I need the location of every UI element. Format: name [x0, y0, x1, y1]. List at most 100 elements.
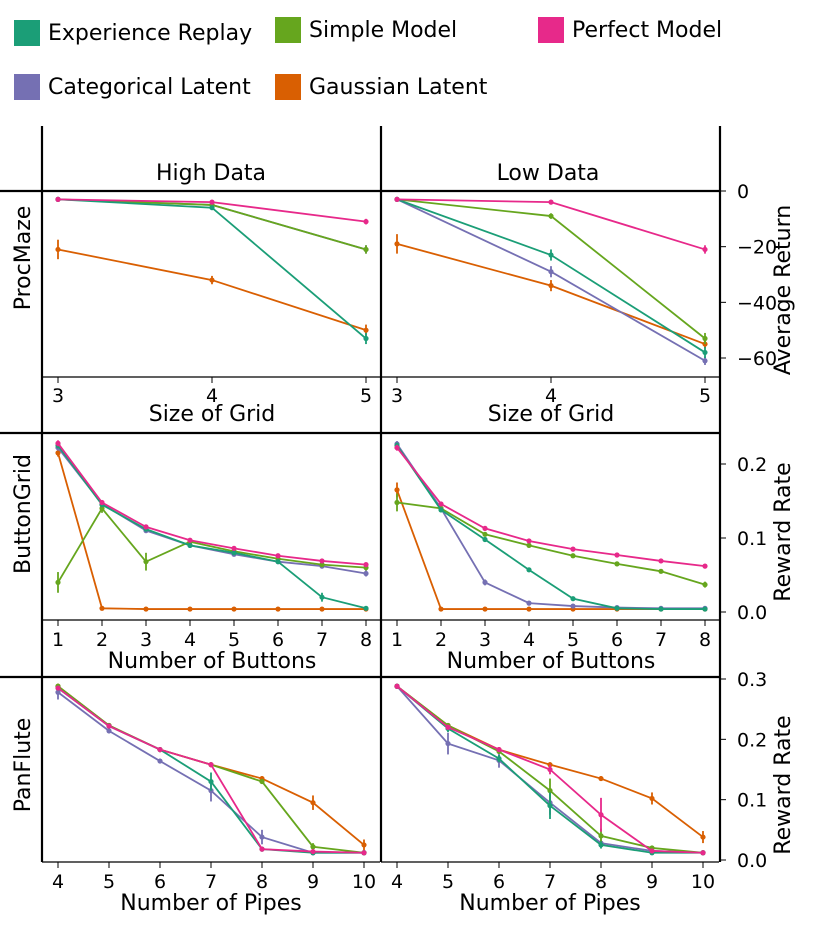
data-point-panflute-high-perfect-model-6	[361, 850, 367, 856]
legend-swatch-simple-model	[275, 17, 301, 43]
data-point-buttongrid-low-simple-model-0	[394, 499, 400, 506]
data-point-buttongrid-high-gaussian-latent-2	[143, 606, 149, 612]
data-point-buttongrid-low-gaussian-latent-2	[482, 606, 488, 612]
data-point-buttongrid-low-perfect-model-4	[570, 546, 576, 552]
data-point-panflute-high-perfect-model-2	[157, 746, 163, 753]
series-line-panflute-high-simple-model	[57, 685, 365, 854]
series-panflute-high-simple-model	[55, 683, 367, 856]
data-point-panflute-high-categorical-latent-3	[208, 788, 214, 794]
data-point-procmaze-high-perfect-model-2	[363, 219, 369, 225]
data-point-procmaze-low-gaussian-latent-1	[548, 283, 554, 289]
data-point-buttongrid-low-categorical-latent-3	[526, 600, 532, 606]
series-line-procmaze-low-categorical-latent	[396, 198, 706, 362]
data-point-procmaze-high-gaussian-latent-0	[55, 246, 61, 253]
series-line-panflute-high-perfect-model	[57, 687, 365, 854]
data-point-procmaze-high-experience-replay-2	[363, 335, 369, 342]
data-point-buttongrid-high-experience-replay-6	[319, 594, 325, 600]
data-point-panflute-low-perfect-model-1	[445, 724, 451, 730]
series-procmaze-high-perfect-model	[55, 196, 369, 225]
row-label-panflute: PanFlute	[11, 718, 36, 813]
series-panflute-high-experience-replay	[55, 685, 367, 856]
data-point-panflute-low-perfect-model-3	[547, 766, 553, 773]
y-tick-label-panflute-low-0-2: 0.2	[737, 729, 767, 751]
data-point-buttongrid-low-perfect-model-0	[394, 445, 400, 451]
data-point-buttongrid-low-perfect-model-3	[526, 538, 532, 544]
x-tick-label-panflute-high-5: 5	[103, 871, 115, 893]
data-point-procmaze-low-perfect-model-1	[548, 199, 554, 205]
x-tick-label-buttongrid-low-4: 4	[523, 629, 535, 651]
data-point-buttongrid-high-simple-model-6	[319, 562, 325, 568]
data-point-buttongrid-low-categorical-latent-2	[482, 579, 488, 586]
series-procmaze-high-gaussian-latent	[55, 239, 369, 336]
data-point-buttongrid-high-experience-replay-3	[187, 542, 193, 549]
data-point-panflute-high-categorical-latent-0	[55, 689, 61, 695]
data-point-buttongrid-low-simple-model-2	[482, 531, 488, 537]
data-point-panflute-high-perfect-model-0	[55, 685, 61, 691]
y-tick-label-buttongrid-low-0-2: 0.2	[737, 454, 767, 476]
data-point-procmaze-high-perfect-model-0	[55, 196, 61, 202]
x-tick-label-procmaze-high-3: 3	[52, 385, 64, 407]
data-point-buttongrid-low-perfect-model-5	[614, 552, 620, 558]
data-point-buttongrid-high-gaussian-latent-0	[55, 450, 61, 456]
data-point-buttongrid-low-gaussian-latent-1	[438, 606, 444, 612]
legend-label-gaussian-latent: Gaussian Latent	[309, 75, 488, 100]
data-point-buttongrid-high-gaussian-latent-4	[231, 606, 237, 612]
series-line-procmaze-low-perfect-model	[396, 198, 706, 251]
data-point-buttongrid-high-simple-model-1	[99, 505, 105, 511]
series-line-procmaze-high-experience-replay	[57, 198, 367, 340]
series-buttongrid-high-gaussian-latent	[55, 449, 369, 612]
legend-label-perfect-model: Perfect Model	[572, 18, 722, 43]
data-point-buttongrid-low-simple-model-3	[526, 542, 532, 549]
x-tick-label-procmaze-low-4: 4	[545, 385, 557, 407]
panel-buttongrid-low: 1 2 3 4 5 6 7 8 Number of Buttons 0.0 0.1 0.2	[381, 441, 767, 674]
series-line-buttongrid-high-simple-model	[57, 506, 367, 583]
data-point-panflute-high-categorical-latent-2	[157, 758, 163, 764]
data-point-buttongrid-low-simple-model-5	[614, 561, 620, 567]
y-tick-label-procmaze-low-40: −40	[737, 292, 777, 314]
column-title-low-data: Low Data	[497, 161, 600, 186]
row-label-procmaze: ProcMaze	[11, 206, 36, 311]
series-line-buttongrid-high-gaussian-latent	[57, 452, 366, 610]
x-tick-label-procmaze-high-4: 4	[206, 385, 218, 407]
data-point-panflute-low-perfect-model-2	[496, 746, 502, 753]
data-point-buttongrid-low-experience-replay-5	[614, 605, 620, 611]
data-point-procmaze-low-experience-replay-1	[548, 252, 554, 258]
y-tick-label-panflute-low-0-3: 0.3	[737, 669, 767, 691]
series-panflute-low-gaussian-latent	[394, 683, 706, 844]
data-point-procmaze-low-perfect-model-2	[702, 246, 708, 253]
y-tick-label-buttongrid-low-0-1: 0.1	[737, 528, 767, 550]
panel-buttongrid-high: 1 2 3 4 5 6 7 8 Number of Buttons	[42, 440, 382, 674]
data-point-procmaze-low-categorical-latent-1	[548, 269, 554, 275]
legend-swatch-perfect-model	[538, 17, 564, 43]
x-tick-label-buttongrid-low-2: 2	[435, 629, 447, 651]
x-tick-label-buttongrid-low-3: 3	[479, 629, 491, 651]
x-tick-label-panflute-high-10: 10	[352, 871, 376, 893]
y-axis-label-procmaze: Average Return	[771, 205, 796, 375]
x-tick-label-panflute-high-9: 9	[307, 871, 319, 893]
data-point-buttongrid-low-experience-replay-7	[702, 606, 708, 612]
data-point-procmaze-low-experience-replay-2	[702, 349, 708, 356]
x-tick-label-panflute-high-6: 6	[154, 871, 166, 893]
x-tick-label-panflute-low-6: 6	[493, 871, 505, 893]
data-point-buttongrid-high-perfect-model-5	[275, 553, 281, 559]
data-point-procmaze-high-perfect-model-1	[209, 199, 215, 205]
legend-swatch-categorical-latent	[14, 74, 40, 100]
x-tick-label-procmaze-high-5: 5	[360, 385, 372, 407]
data-point-buttongrid-high-perfect-model-7	[363, 562, 369, 568]
x-tick-label-panflute-high-7: 7	[205, 871, 217, 893]
data-point-buttongrid-high-perfect-model-6	[319, 558, 325, 564]
y-tick-label-panflute-low-0-1: 0.1	[737, 790, 767, 812]
series-buttongrid-low-perfect-model	[394, 444, 708, 569]
x-axis-label-panflute-low: Number of Pipes	[459, 891, 640, 916]
x-tick-label-buttongrid-low-8: 8	[699, 629, 711, 651]
data-point-buttongrid-high-simple-model-2	[143, 559, 149, 565]
x-tick-label-buttongrid-high-4: 4	[184, 629, 196, 651]
legend-item-gaussian-latent: Gaussian Latent	[275, 74, 488, 100]
x-tick-label-panflute-high-4: 4	[52, 871, 64, 893]
data-point-procmaze-high-gaussian-latent-2	[363, 327, 369, 333]
legend-label-simple-model: Simple Model	[309, 18, 457, 43]
data-point-buttongrid-low-experience-replay-4	[570, 596, 576, 602]
legend-swatch-experience-replay	[14, 20, 40, 46]
legend-swatch-gaussian-latent	[275, 74, 301, 100]
data-point-procmaze-low-perfect-model-0	[394, 196, 400, 202]
